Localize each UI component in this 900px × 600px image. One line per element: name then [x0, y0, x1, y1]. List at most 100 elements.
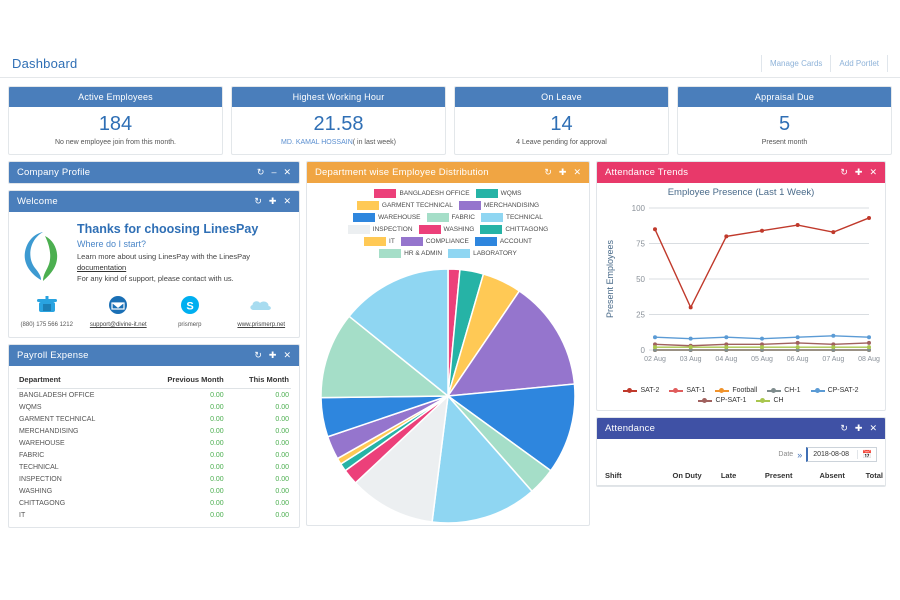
table-row[interactable]: BANGLADESH OFFICE 0.00 0.00	[17, 389, 291, 402]
data-point[interactable]	[795, 340, 800, 345]
data-point[interactable]	[688, 336, 693, 341]
kpi-card-on-leave[interactable]: On Leave 14 4 Leave pending for approval	[454, 86, 669, 155]
legend-item[interactable]: BANGLADESH OFFICE	[374, 189, 470, 198]
table-row[interactable]: IT 0.00 0.00	[17, 509, 291, 521]
data-point[interactable]	[724, 345, 729, 350]
data-point[interactable]	[760, 348, 764, 352]
data-point[interactable]	[867, 345, 871, 350]
legend-item[interactable]: HR & ADMIN	[379, 249, 442, 258]
data-point[interactable]	[795, 348, 800, 352]
legend-item[interactable]: INSPECTION	[347, 225, 413, 234]
pie-slice[interactable]	[320, 315, 451, 399]
pie-slice[interactable]	[348, 268, 449, 398]
data-point[interactable]	[867, 215, 871, 220]
table-row[interactable]: INSPECTION 0.00 0.00	[17, 473, 291, 485]
refresh-icon[interactable]: ↻	[254, 350, 262, 360]
legend-item[interactable]: LABORATORY	[448, 249, 517, 258]
data-point[interactable]	[831, 345, 836, 350]
close-icon[interactable]: ✕	[283, 167, 291, 177]
manage-cards-button[interactable]: Manage Cards	[760, 55, 830, 72]
data-point[interactable]	[760, 336, 764, 341]
expand-icon[interactable]: ✚	[268, 350, 277, 360]
legend-item[interactable]: TECHNICAL	[481, 213, 543, 222]
data-point[interactable]	[724, 342, 729, 347]
legend-item[interactable]: CH-1	[767, 387, 801, 394]
legend-item[interactable]: SAT-2	[623, 387, 659, 394]
table-row[interactable]: WAREHOUSE 0.00 0.00	[17, 437, 291, 449]
data-point[interactable]	[688, 305, 693, 310]
data-point[interactable]	[653, 348, 657, 352]
calendar-icon[interactable]: 📅	[857, 450, 876, 459]
expand-icon[interactable]: ✚	[268, 196, 277, 206]
refresh-icon[interactable]: ↻	[256, 167, 265, 177]
refresh-icon[interactable]: ↻	[544, 167, 552, 177]
close-icon[interactable]: ✕	[283, 196, 291, 206]
close-icon[interactable]: ✕	[283, 350, 291, 360]
refresh-icon[interactable]: ↻	[840, 167, 848, 177]
add-portlet-button[interactable]: Add Portlet	[830, 55, 888, 72]
pie-slice[interactable]	[445, 383, 576, 472]
close-icon[interactable]: ✕	[869, 167, 877, 177]
legend-item[interactable]: CP-SAT-1	[698, 397, 746, 404]
table-row[interactable]: MERCHANDISING 0.00 0.00	[17, 425, 291, 437]
expand-icon[interactable]: ✚	[854, 423, 863, 433]
legend-item[interactable]: WAREHOUSE	[353, 213, 421, 222]
refresh-icon[interactable]: ↻	[254, 196, 262, 206]
kpi-card-appraisal-due[interactable]: Appraisal Due 5 Present month	[677, 86, 892, 155]
data-point[interactable]	[867, 340, 871, 345]
data-point[interactable]	[653, 335, 657, 340]
table-row[interactable]: TECHNICAL 0.00 0.00	[17, 461, 291, 473]
legend-item[interactable]: MERCHANDISING	[458, 201, 539, 210]
date-input[interactable]: 2018-08-08 📅	[806, 447, 877, 462]
refresh-icon[interactable]: ↻	[840, 423, 848, 433]
data-point[interactable]	[831, 342, 836, 347]
table-row[interactable]: WASHING 0.00 0.00	[17, 485, 291, 497]
legend-item[interactable]: CHITTAGONG	[480, 225, 548, 234]
legend-item[interactable]: GARMENT TECHNICAL	[356, 201, 453, 210]
legend-item[interactable]: COMPLIANCE	[400, 237, 469, 246]
legend-item[interactable]: WASHING	[418, 225, 474, 234]
contact-email[interactable]: support@divine-it.net	[83, 292, 155, 329]
data-point[interactable]	[760, 342, 764, 347]
legend-item[interactable]: SAT-1	[669, 387, 705, 394]
table-row[interactable]: FABRIC 0.00 0.00	[17, 449, 291, 461]
kpi-card-highest-working-hour[interactable]: Highest Working Hour 21.58 MD. KAMAL HOS…	[231, 86, 446, 155]
data-point[interactable]	[653, 227, 657, 232]
pie-slice[interactable]	[431, 394, 534, 524]
data-point[interactable]	[653, 342, 657, 347]
kpi-card-active-employees[interactable]: Active Employees 184 No new employee joi…	[8, 86, 223, 155]
data-point[interactable]	[724, 335, 729, 340]
chevron-right-icon[interactable]: »	[797, 449, 803, 460]
contact-website[interactable]: www.prismerp.net	[226, 292, 298, 329]
documentation-link[interactable]: documentation	[77, 263, 127, 272]
data-point[interactable]	[724, 234, 729, 239]
data-point[interactable]	[760, 345, 764, 350]
legend-item[interactable]: Football	[715, 387, 757, 394]
close-icon[interactable]: ✕	[869, 423, 877, 433]
contact-skype[interactable]: S prismerp	[154, 292, 226, 329]
data-point[interactable]	[867, 335, 871, 340]
expand-icon[interactable]: ✚	[854, 167, 863, 177]
data-point[interactable]	[724, 348, 729, 352]
legend-item[interactable]: CH	[756, 397, 784, 404]
data-point[interactable]	[653, 345, 657, 350]
expand-icon[interactable]: ✚	[558, 167, 567, 177]
minimize-icon[interactable]: –	[271, 167, 277, 177]
legend-item[interactable]: CP-SAT-2	[810, 387, 859, 394]
data-point[interactable]	[688, 345, 693, 350]
data-point[interactable]	[795, 345, 800, 350]
pie-slice[interactable]	[446, 289, 576, 397]
contact-phone[interactable]: (880) 175 566 1212	[11, 292, 83, 329]
data-point[interactable]	[688, 348, 693, 352]
table-row[interactable]: GARMENT TECHNICAL 0.00 0.00	[17, 413, 291, 425]
table-row[interactable]: WQMS 0.00 0.00	[17, 401, 291, 413]
data-point[interactable]	[795, 223, 800, 228]
legend-item[interactable]: FABRIC	[426, 213, 475, 222]
legend-item[interactable]: WQMS	[475, 189, 522, 198]
data-point[interactable]	[760, 228, 764, 233]
table-row[interactable]: CHITTAGONG 0.00 0.00	[17, 497, 291, 509]
data-point[interactable]	[867, 348, 871, 352]
legend-item[interactable]: IT	[364, 237, 395, 246]
data-point[interactable]	[831, 348, 836, 352]
data-point[interactable]	[831, 230, 836, 235]
